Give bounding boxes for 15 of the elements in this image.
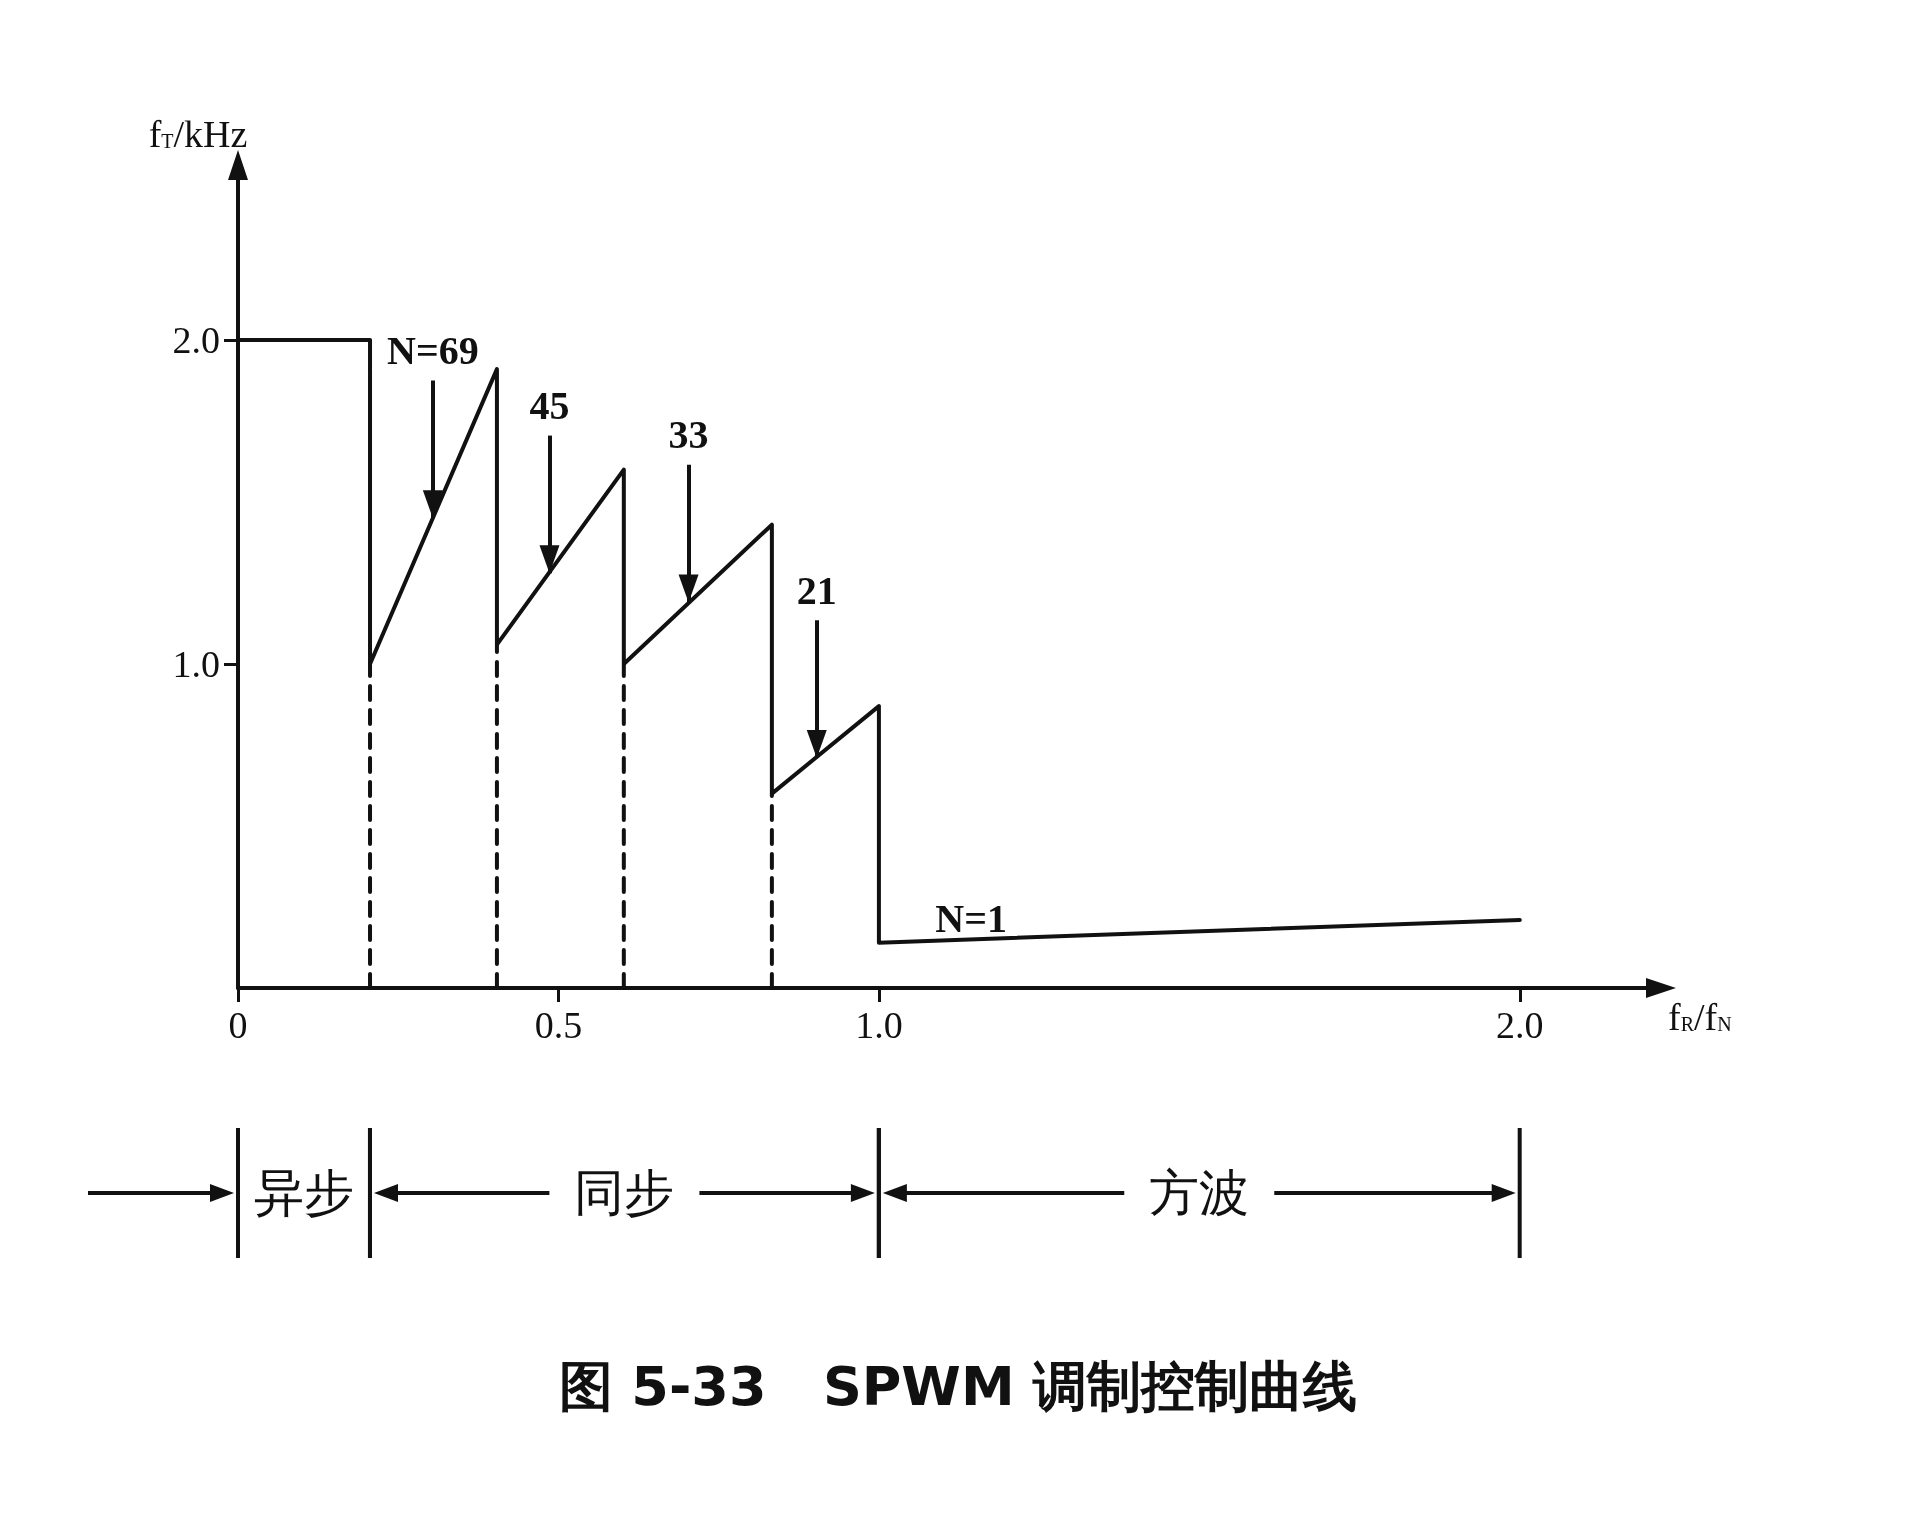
x-tick-label: 1.0 [855,1004,903,1046]
x-tick-label: 0.5 [534,1004,583,1046]
x-axis-title: fR/fN [1668,996,1732,1038]
annotation: 21 [796,567,837,613]
x-tick-label: 2.0 [1496,1004,1544,1046]
text: 方波 [1149,1164,1250,1222]
text: 异步 [253,1164,354,1222]
annotation: 45 [529,383,570,429]
annotation: N=69 [386,328,479,373]
y-axis-title: fT/kHz [148,113,248,155]
annotation: N=1 [935,895,1008,941]
annotation: 33 [668,412,709,458]
text: 图 5-33 SPWM 调制控制曲线 [558,1354,1358,1418]
x-tick-label: 0 [228,1004,248,1046]
text: 同步 [574,1164,675,1222]
